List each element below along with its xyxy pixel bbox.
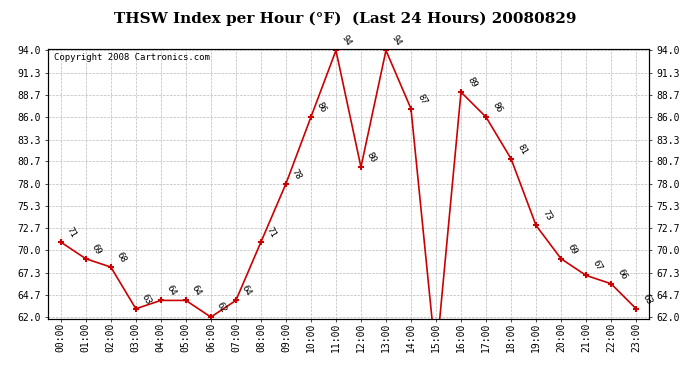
Text: 80: 80 xyxy=(365,150,378,164)
Text: 64: 64 xyxy=(240,284,253,298)
Text: 86: 86 xyxy=(490,100,503,114)
Text: 69: 69 xyxy=(565,242,578,256)
Text: 63: 63 xyxy=(140,292,153,306)
Text: 94: 94 xyxy=(340,34,353,48)
Text: 67: 67 xyxy=(590,259,603,273)
Text: 71: 71 xyxy=(265,225,278,239)
Text: 64: 64 xyxy=(190,284,203,298)
Text: 94: 94 xyxy=(390,34,403,48)
Text: 81: 81 xyxy=(515,142,529,156)
Text: 68: 68 xyxy=(115,251,128,264)
Text: 78: 78 xyxy=(290,167,303,181)
Text: 57: 57 xyxy=(0,374,1,375)
Text: 73: 73 xyxy=(540,209,553,223)
Text: 87: 87 xyxy=(415,92,428,106)
Text: Copyright 2008 Cartronics.com: Copyright 2008 Cartronics.com xyxy=(55,53,210,62)
Text: 64: 64 xyxy=(165,284,178,298)
Text: 66: 66 xyxy=(615,267,629,281)
Text: 89: 89 xyxy=(465,75,478,89)
Text: 62: 62 xyxy=(215,300,228,314)
Text: 71: 71 xyxy=(65,225,78,239)
Text: THSW Index per Hour (°F)  (Last 24 Hours) 20080829: THSW Index per Hour (°F) (Last 24 Hours)… xyxy=(114,11,576,26)
Text: 69: 69 xyxy=(90,242,103,256)
Text: 86: 86 xyxy=(315,100,328,114)
Text: 63: 63 xyxy=(640,292,653,306)
